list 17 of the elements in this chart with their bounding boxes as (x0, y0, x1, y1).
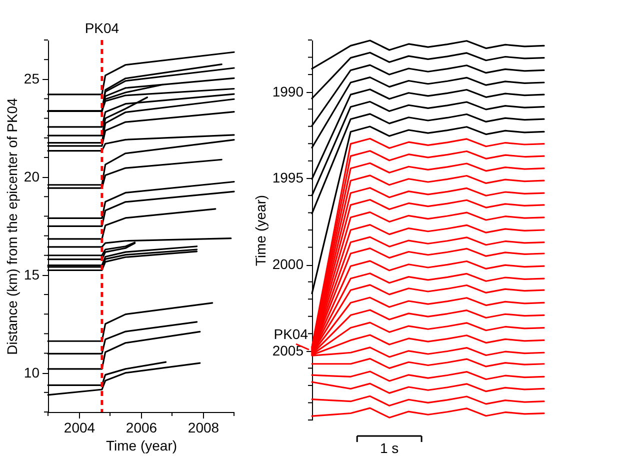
x-tick-label: 2006 (126, 420, 158, 436)
y-tick-label: 10 (24, 364, 40, 380)
y-axis-title: Time (year) (252, 194, 268, 266)
y-tick-label: 25 (24, 70, 40, 87)
y-tick-label: 20 (24, 168, 40, 185)
y-tick-label: 2000 (272, 256, 304, 272)
ref-line-label: PK04 (84, 20, 120, 36)
y-tick-label: 15 (24, 266, 40, 282)
y-tick-label: 2005 (272, 342, 304, 358)
x-tick-label: 2004 (64, 420, 96, 436)
annotation: PK04 (274, 326, 308, 342)
text: 1 s (380, 440, 399, 456)
x-axis-title: Time (year) (106, 438, 178, 454)
y-tick-label: 1990 (272, 83, 304, 100)
y-axis-title: Distance (km) from the epicenter of PK04 (4, 98, 20, 355)
y-tick-label: 1995 (272, 170, 304, 186)
x-tick-label: 2008 (188, 420, 220, 436)
